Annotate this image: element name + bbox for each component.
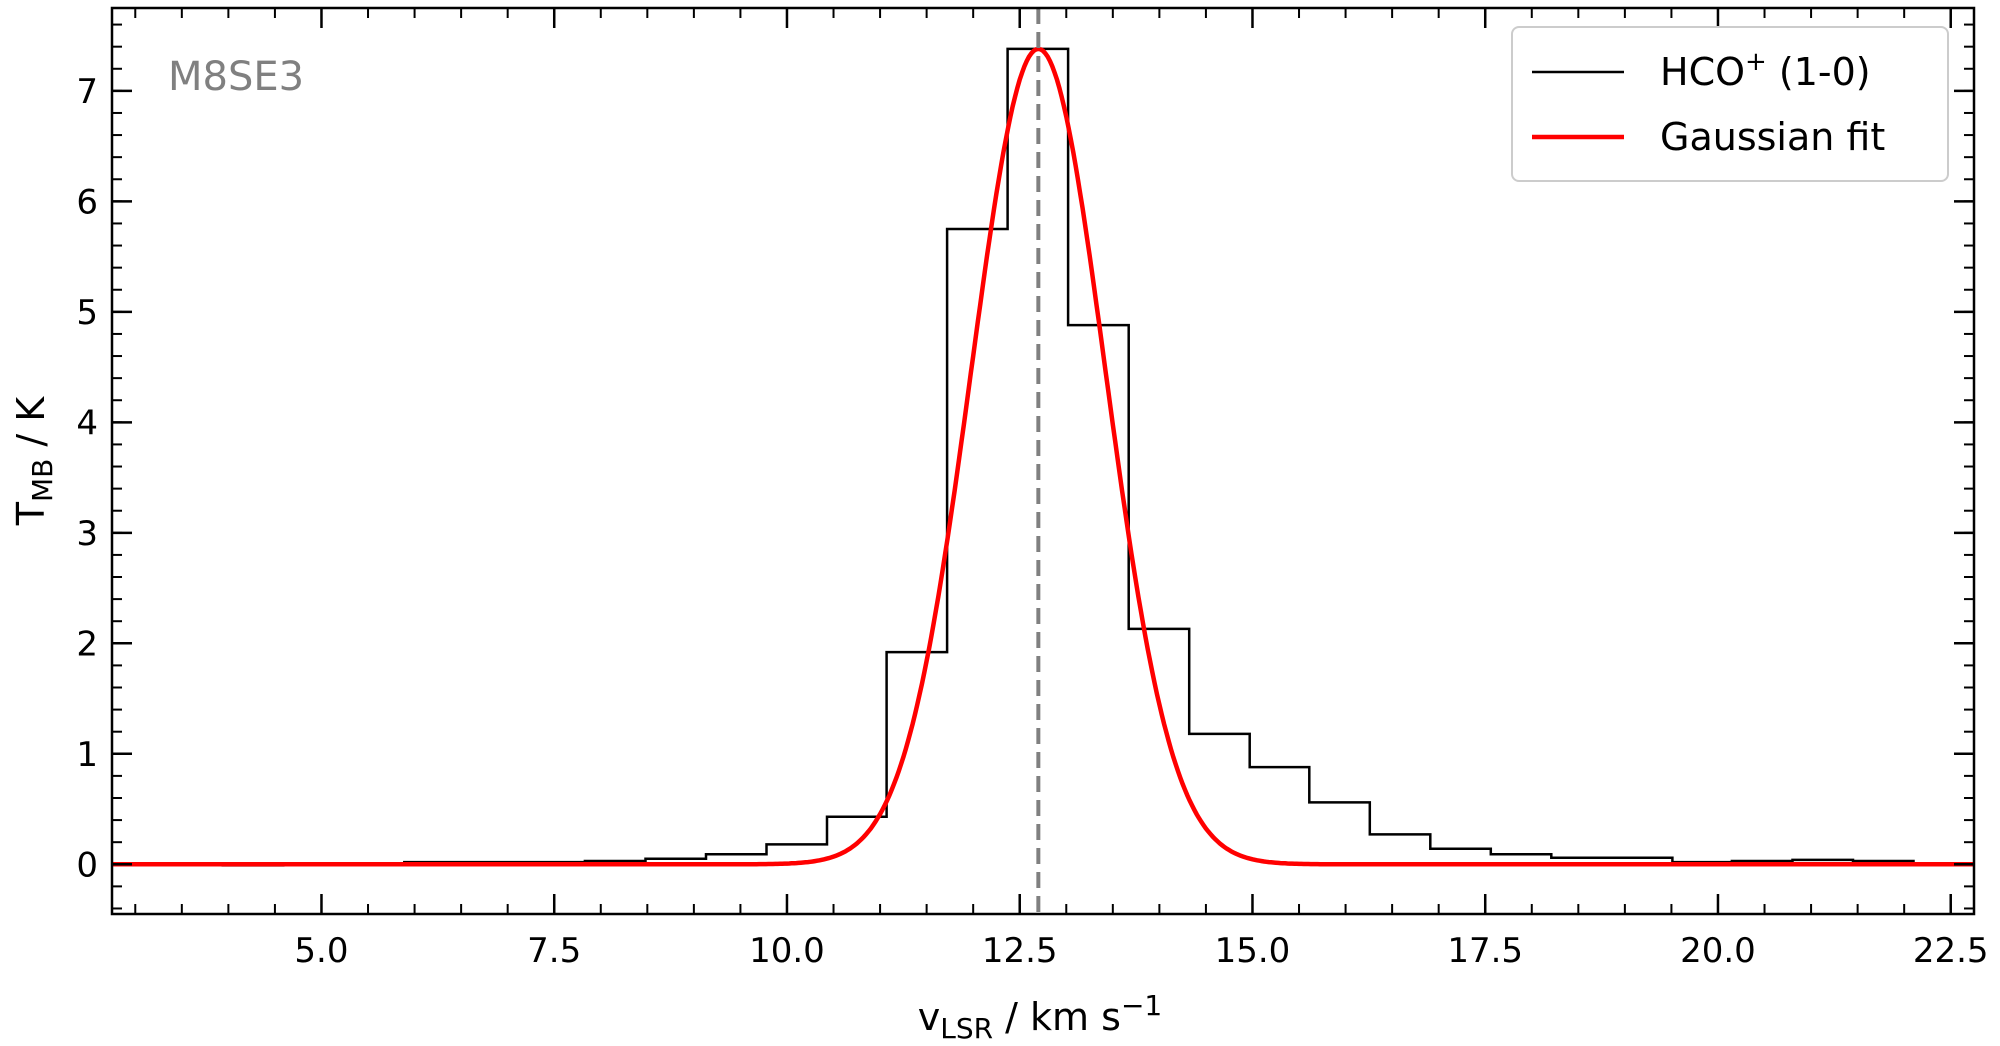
tick-layer: 5.0 7.5 10.0 12.5 15.0 17.5 20.0 22.5 0 1 2 3 4 5 6 7 — [76, 8, 1989, 971]
x-axis-title: vLSR / km s−1 — [918, 989, 1162, 1045]
y-axis-title: TMB / K — [9, 396, 59, 527]
legend: HCO+ (1-0) Gaussian fit — [1511, 26, 1949, 182]
plot-frame — [110, 6, 1976, 916]
y-tick-label: 3 — [76, 514, 98, 554]
object-name-annotation: M8SE3 — [168, 54, 304, 100]
y-tick-label: 7 — [76, 72, 98, 112]
x-tick-label: 7.5 — [527, 931, 581, 971]
y-tick-label: 6 — [76, 182, 98, 222]
x-tick-label: 10.0 — [749, 931, 825, 971]
x-tick-label: 20.0 — [1680, 931, 1756, 971]
data-layer — [112, 8, 1974, 914]
y-tick-label: 4 — [76, 403, 98, 443]
x-tick-label: 12.5 — [982, 931, 1058, 971]
y-tick-label: 2 — [76, 624, 98, 664]
y-tick-label: 5 — [76, 293, 98, 333]
x-tick-label: 5.0 — [294, 931, 348, 971]
series-gaussian-fit — [112, 46, 1974, 867]
x-tick-label: 22.5 — [1913, 931, 1989, 971]
legend-label-gaussian: Gaussian fit — [1660, 115, 1885, 159]
y-tick-label: 0 — [76, 845, 98, 885]
y-tick-label: 1 — [76, 735, 98, 775]
x-tick-label: 17.5 — [1447, 931, 1523, 971]
legend-box — [1511, 26, 1949, 182]
x-tick-label: 15.0 — [1215, 931, 1291, 971]
legend-label-hco: HCO+ (1-0) — [1660, 47, 1871, 94]
